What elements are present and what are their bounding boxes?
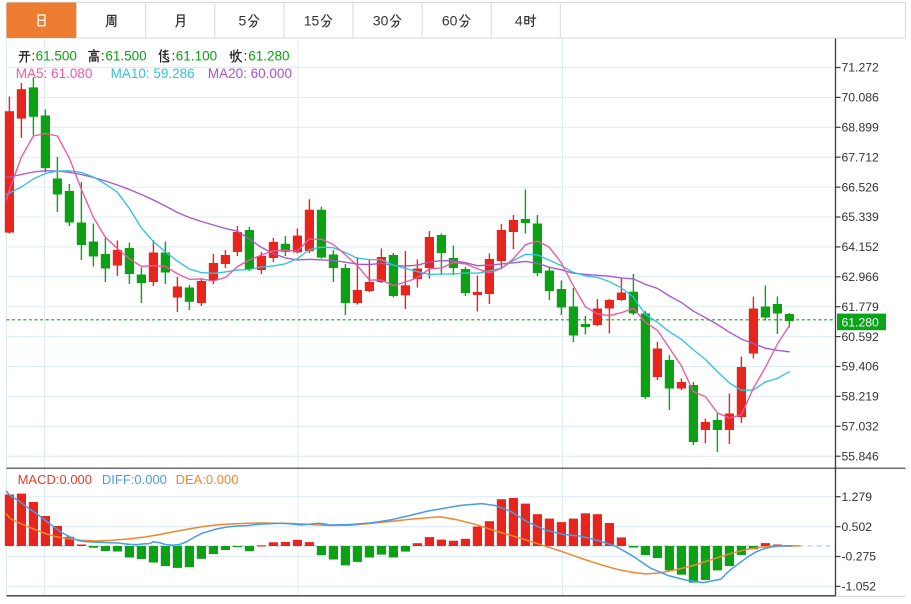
svg-text:MA5: 61.080: MA5: 61.080 [16,66,93,81]
svg-text::: : [32,49,36,64]
svg-text:MA20: 60.000: MA20: 60.000 [208,66,292,81]
svg-text::: : [244,49,248,64]
svg-text:55.846: 55.846 [842,449,879,463]
svg-text:61.779: 61.779 [842,300,879,314]
svg-text:-1.052: -1.052 [842,580,877,594]
svg-text:61.500: 61.500 [36,49,77,64]
svg-text:57.032: 57.032 [842,420,879,434]
svg-text:5: 5 [239,12,247,28]
svg-text:-0.275: -0.275 [842,550,877,564]
svg-text:71.272: 71.272 [842,61,879,75]
svg-text:MACD:0.000: MACD:0.000 [18,472,92,487]
svg-text:4: 4 [515,12,523,28]
svg-text:0.502: 0.502 [842,520,873,534]
svg-text:64.152: 64.152 [842,240,879,254]
svg-text:58.219: 58.219 [842,390,879,404]
svg-text:60: 60 [442,12,458,28]
svg-text:68.899: 68.899 [842,121,879,135]
svg-text:DIFF:0.000: DIFF:0.000 [102,472,167,487]
svg-text:61.280: 61.280 [248,49,289,64]
svg-text:15: 15 [304,12,320,28]
svg-text:61.280: 61.280 [842,316,879,330]
svg-text:66.526: 66.526 [842,180,879,194]
svg-text:DEA:0.000: DEA:0.000 [176,472,239,487]
svg-text:30: 30 [373,12,389,28]
svg-text::: : [101,49,105,64]
svg-text:65.339: 65.339 [842,210,879,224]
svg-text:59.406: 59.406 [842,360,879,374]
svg-text:70.086: 70.086 [842,91,879,105]
svg-text:61.100: 61.100 [176,49,217,64]
svg-text:67.712: 67.712 [842,150,879,164]
svg-text:62.966: 62.966 [842,270,879,284]
svg-text:61.500: 61.500 [105,49,146,64]
svg-text:MA10: 59.286: MA10: 59.286 [111,66,195,81]
svg-text:60.592: 60.592 [842,330,879,344]
svg-text::: : [172,49,176,64]
svg-text:1.279: 1.279 [842,490,873,504]
